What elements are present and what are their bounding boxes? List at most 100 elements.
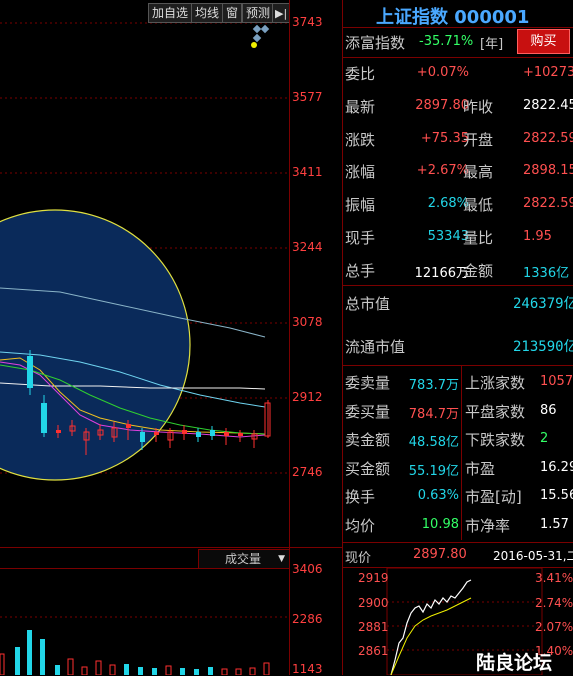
- quote-row: 振幅 2.68% 最低 2822.59: [345, 194, 573, 222]
- quote-row: 现手 53343 量比 1.95: [345, 227, 573, 255]
- quote-value: 1.57: [540, 516, 569, 532]
- volume-axis-label: 1143: [292, 662, 323, 676]
- dropdown-arrow-icon: ▼: [278, 554, 285, 564]
- quote-label: 金额: [463, 261, 494, 280]
- mini-left-axis-label: 2919: [358, 571, 389, 585]
- quote-value: 783.7万: [408, 378, 459, 393]
- intraday-mini-canvas: [386, 568, 543, 675]
- kline-chart-panel[interactable]: [0, 0, 290, 548]
- mini-right-axis-label: 2.74%: [535, 596, 573, 610]
- quote-value: 53343: [427, 229, 469, 244]
- quote-label: 市盈[动]: [465, 488, 522, 506]
- volume-axis-label: 3406: [292, 562, 323, 576]
- quote-label: 振幅: [345, 196, 376, 215]
- tianfu-period: [年]: [480, 37, 504, 52]
- quote-label: 市盈: [465, 459, 496, 478]
- quote-value: 0.63%: [417, 488, 459, 503]
- collapse-panel-button[interactable]: ▶|: [272, 3, 290, 23]
- quote-label: 现手: [345, 229, 376, 247]
- add-favorite-button[interactable]: 加自选: [148, 3, 193, 23]
- quote-value: 2822.59: [523, 196, 573, 212]
- quote-value: 2897.80: [415, 97, 469, 113]
- quote-value: +2.67%: [416, 163, 469, 179]
- quote-value: 86: [540, 402, 557, 418]
- quote-value: 15.56: [540, 488, 573, 503]
- quote-label: 买金额: [345, 459, 391, 478]
- volume-dropdown-label: 成交量: [225, 552, 262, 566]
- ma-line-button[interactable]: 均线: [191, 3, 224, 23]
- quote-value: 2.68%: [427, 196, 469, 212]
- window-button[interactable]: 窗: [222, 3, 243, 23]
- quote-label: 市净率: [465, 516, 511, 535]
- quote-row: 均价 10.98 市净率 1.57: [345, 515, 573, 543]
- kline-axis-label: 3411: [292, 165, 323, 179]
- tianfu-value: -35.71%: [419, 34, 474, 49]
- quote-value: 1336亿: [523, 265, 570, 281]
- volume-axis-label: 2286: [292, 612, 323, 626]
- quote-row: 委卖量 783.7万 上涨家数 1057: [345, 372, 573, 400]
- quote-row: 委比 +0.07% +10273: [345, 63, 573, 91]
- quote-label: 委比: [345, 65, 376, 83]
- quote-label: 总手: [345, 261, 376, 280]
- volume-chart-panel[interactable]: [0, 569, 290, 675]
- quote-label: 上涨家数: [465, 374, 526, 392]
- quote-value: 2822.59: [523, 130, 573, 146]
- quote-label: 昨收: [463, 97, 494, 116]
- quote-value: 1057: [540, 374, 573, 389]
- quote-value: +10273: [523, 65, 573, 80]
- kline-chart-canvas: [0, 14, 290, 481]
- kline-axis-label: 3244: [292, 240, 323, 254]
- quote-value: 48.58亿: [408, 435, 459, 450]
- forecast-button[interactable]: 预测: [242, 3, 275, 23]
- quote-label: 涨幅: [345, 163, 376, 182]
- quote-row: 涨跌 +75.35 开盘 2822.59: [345, 129, 573, 157]
- total-market-cap-value: 246379亿: [513, 296, 573, 312]
- quote-label: 下跌家数: [465, 431, 526, 449]
- quote-row: 卖金额 48.58亿 下跌家数 2: [345, 429, 573, 457]
- quote-label: 平盘家数: [465, 402, 526, 421]
- quote-date: 2016-05-31,二: [493, 549, 573, 563]
- quote-value: 16.29: [540, 459, 573, 475]
- buy-button[interactable]: 购买: [517, 29, 570, 54]
- quote-value: 12166万: [414, 265, 469, 281]
- quote-label: 开盘: [463, 130, 494, 149]
- page-title: 上证指数 000001: [376, 7, 530, 28]
- arrow-right-bar-icon: ▶|: [275, 7, 288, 20]
- quote-label: 委卖量: [345, 374, 391, 392]
- quote-label: 最新: [345, 97, 376, 116]
- quote-value: 784.7万: [408, 406, 459, 422]
- volume-indicator-dropdown[interactable]: 成交量 ▼: [198, 549, 290, 569]
- float-market-cap-row: 流通市值 213590亿: [345, 336, 573, 364]
- kline-axis-label: 2746: [292, 465, 323, 479]
- kline-axis-label: 2912: [292, 390, 323, 404]
- quote-value: 2898.15: [523, 163, 573, 179]
- quote-row: 委买量 784.7万 平盘家数 86: [345, 401, 573, 429]
- watermark-text: 陆良论坛: [476, 652, 553, 674]
- quote-row: 最新 2897.80 昨收 2822.45: [345, 96, 573, 124]
- quote-label: 卖金额: [345, 431, 391, 449]
- quote-label: 委买量: [345, 402, 391, 421]
- quote-label: 均价: [345, 516, 376, 535]
- mini-right-axis-label: 3.41%: [535, 571, 573, 585]
- volume-chart-canvas: [0, 616, 290, 675]
- mini-left-axis-label: 2900: [358, 596, 389, 610]
- total-market-cap-row: 总市值 246379亿: [345, 293, 573, 321]
- highlight-circle: [0, 209, 191, 481]
- tianfu-index-row: 添富指数 -35.71% [年]: [345, 30, 573, 58]
- mini-left-axis-label: 2881: [358, 620, 389, 634]
- float-market-cap-label: 流通市值: [345, 338, 406, 356]
- price-value: 2897.80: [413, 547, 467, 562]
- mini-right-axis-label: 1.40%: [535, 644, 573, 658]
- price-label: 现价: [345, 551, 372, 566]
- intraday-mini-chart[interactable]: [343, 568, 573, 675]
- quote-value: +0.07%: [416, 65, 469, 80]
- quote-value: 2822.45: [523, 97, 573, 113]
- quote-label: 最高: [463, 163, 494, 182]
- quote-row: 总手 12166万 金额 1336亿: [345, 260, 573, 288]
- quote-value: 55.19亿: [408, 463, 459, 479]
- mini-left-axis-label: 2861: [358, 644, 389, 658]
- quote-label: 最低: [463, 196, 494, 215]
- float-market-cap-value: 213590亿: [513, 339, 573, 355]
- kline-axis-label: 3577: [292, 90, 323, 104]
